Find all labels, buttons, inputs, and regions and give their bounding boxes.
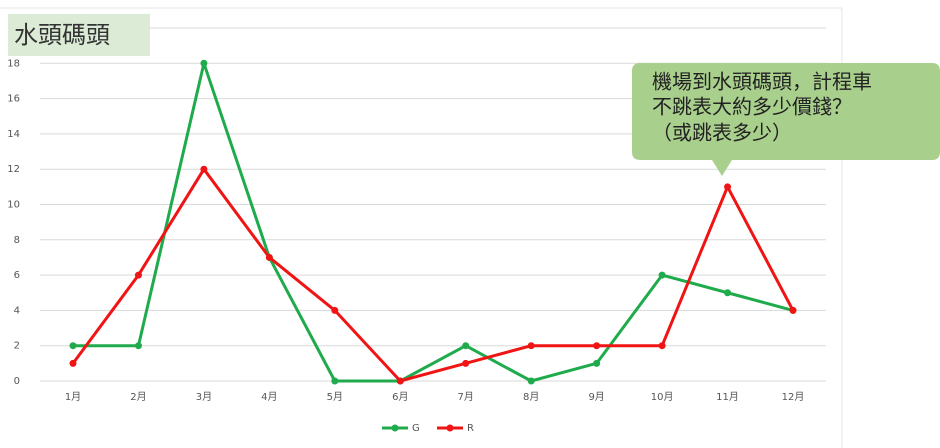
y-tick-label: 10 (7, 200, 20, 211)
data-point (658, 271, 666, 279)
data-point (331, 377, 339, 385)
data-point (134, 342, 142, 350)
data-point (200, 59, 208, 67)
chart-title: 水頭碼頭 (14, 21, 110, 49)
x-tick-label: 5月 (327, 391, 343, 403)
data-point (265, 253, 273, 261)
y-tick-label: 12 (7, 164, 20, 175)
x-tick-label: 12月 (782, 391, 805, 403)
y-tick-label: 8 (14, 235, 20, 246)
title-box (8, 14, 150, 56)
y-tick-label: 0 (14, 376, 20, 387)
data-point (658, 342, 666, 350)
data-point (724, 289, 732, 297)
legend-swatch (391, 424, 399, 432)
data-point (527, 377, 535, 385)
x-tick-label: 8月 (523, 391, 539, 403)
x-tick-label: 4月 (261, 391, 277, 403)
series-line (73, 61, 794, 383)
x-tick-label: 11月 (716, 391, 739, 403)
series-line (71, 167, 795, 383)
legend-label: R (467, 423, 474, 434)
x-tick-label: 3月 (196, 391, 212, 403)
y-tick-label: 2 (14, 341, 20, 352)
x-tick-label: 1月 (65, 391, 81, 403)
y-tick-label: 14 (7, 129, 20, 140)
data-point (69, 359, 77, 367)
data-point (527, 342, 535, 350)
legend-swatch (446, 424, 454, 432)
data-point (462, 359, 470, 367)
data-point (396, 377, 404, 385)
annotation: 機場到水頭碼頭，計程車 (652, 70, 872, 94)
data-point (462, 342, 470, 350)
data-point (724, 183, 732, 191)
data-point (200, 165, 208, 173)
data-point (134, 271, 142, 279)
x-tick-label: 7月 (458, 391, 474, 403)
x-tick-label: 6月 (392, 391, 408, 403)
x-tick-label: 2月 (130, 391, 146, 403)
x-tick-label: 9月 (588, 391, 604, 403)
y-tick-label: 4 (14, 305, 20, 316)
data-point (593, 342, 601, 350)
y-tick-label: 6 (14, 270, 20, 281)
data-point (69, 342, 77, 350)
data-point (331, 306, 339, 314)
annotation: （或跳表多少） (652, 121, 792, 145)
y-tick-label: 16 (7, 94, 20, 105)
speech-bubble (632, 63, 940, 176)
y-tick-label: 18 (7, 58, 20, 69)
annotation: 不跳表大約多少價錢？ (652, 95, 852, 119)
data-point (789, 306, 797, 314)
data-point (593, 359, 601, 367)
legend-label: G (412, 423, 420, 434)
x-tick-label: 10月 (651, 391, 674, 403)
